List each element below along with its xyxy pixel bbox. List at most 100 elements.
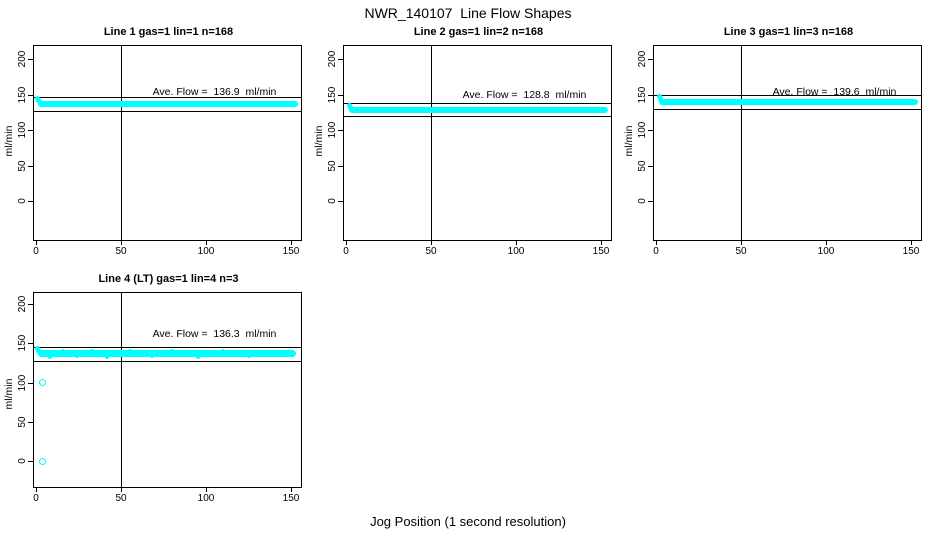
panel-title-line-3: Line 3 gas=1 lin=3 n=168 (723, 26, 854, 38)
vertical-ref-line (431, 46, 432, 240)
y-tick-mark (28, 94, 33, 96)
y-tick-mark (28, 421, 33, 423)
ave-flow-label: Ave. Flow = 136.3 ml/min (152, 327, 277, 340)
x-tick-label: 150 (592, 246, 610, 257)
y-tick-mark (28, 382, 33, 384)
x-tick-label: 100 (507, 246, 525, 257)
y-tick-mark (28, 130, 33, 131)
y-tick-label: 150 (17, 334, 28, 352)
y-tick-mark (338, 130, 343, 131)
y-tick-mark (28, 461, 33, 462)
flow-noise-point (149, 354, 154, 359)
y-tick-mark (28, 343, 33, 345)
flow-noise-point (272, 349, 276, 354)
ave-flow-label: Ave. Flow = 136.9 ml/min (152, 86, 277, 99)
flow-noise-point (90, 349, 95, 354)
y-tick-label: 200 (637, 50, 648, 68)
y-tick-label: 150 (637, 86, 648, 103)
x-tick-label: 150 (282, 493, 300, 504)
x-tick-label: 100 (197, 246, 215, 257)
ave-flow-label: Ave. Flow = 139.6 ml/min (772, 86, 897, 99)
y-tick-label: 100 (327, 121, 338, 139)
y-tick-mark (648, 165, 653, 167)
ref-line-upper (34, 346, 301, 348)
y-tick-label: 50 (327, 159, 338, 172)
flow-noise-point (195, 354, 200, 359)
y-tick-label: 200 (17, 50, 28, 68)
plot-panel-line-3: Line 3 gas=1 lin=3 n=168 Ave. Flow = 139.… (623, 26, 922, 257)
y-tick-label: 100 (17, 121, 28, 139)
y-axis-title: ml/min (313, 125, 325, 157)
x-tick-mark (206, 240, 207, 245)
flow-noise-point (246, 354, 251, 359)
flow-noise-point (127, 349, 132, 354)
x-tick-mark (121, 487, 122, 492)
x-tick-label: 100 (817, 246, 835, 257)
x-tick-label: 100 (197, 493, 215, 504)
ave-flow-label: Ave. Flow = 128.8 ml/min (462, 88, 587, 101)
x-tick-mark (911, 240, 912, 245)
x-tick-mark (431, 240, 432, 245)
flow-start-point (658, 98, 664, 104)
flow-start-point (347, 105, 353, 111)
y-tick-mark (338, 94, 343, 96)
panel-title-line-4: Line 4 (LT) gas=1 lin=4 n=3 (98, 273, 239, 285)
x-tick-mark (36, 487, 37, 492)
x-tick-mark (656, 240, 657, 245)
y-tick-mark (28, 201, 33, 202)
x-tick-mark (291, 487, 292, 492)
y-tick-label: 0 (17, 458, 28, 464)
figure-title: NWR_140107 Line Flow Shapes (364, 5, 572, 21)
x-tick-label: 0 (653, 246, 659, 257)
y-tick-mark (648, 59, 653, 60)
x-tick-label: 0 (33, 246, 39, 257)
ref-line-upper (344, 103, 611, 105)
x-tick-label: 50 (425, 246, 437, 257)
panel-title-line-2: Line 2 gas=1 lin=2 n=168 (413, 26, 544, 38)
plot-panel-line-1: Line 1 gas=1 lin=1 n=168 Ave. Flow = 136.… (3, 26, 302, 257)
flow-data-band (37, 350, 297, 358)
flow-noise-point (74, 354, 79, 359)
x-tick-mark (36, 240, 37, 245)
y-tick-label: 0 (637, 198, 648, 204)
ref-line-lower (34, 361, 301, 363)
x-tick-label: 50 (115, 246, 127, 257)
x-tick-mark (206, 487, 207, 492)
y-tick-mark (338, 201, 343, 202)
y-tick-label: 0 (17, 198, 28, 204)
x-tick-label: 0 (343, 246, 349, 257)
flow-start-point (37, 99, 43, 105)
y-axis-title: ml/min (3, 378, 15, 410)
y-tick-mark (338, 59, 343, 60)
flow-data-band (659, 98, 918, 105)
y-tick-label: 100 (17, 374, 28, 391)
x-tick-label: 50 (115, 493, 127, 504)
x-tick-label: 150 (902, 246, 920, 257)
flow-noise-point (47, 354, 52, 359)
y-tick-label: 50 (17, 416, 28, 428)
x-tick-label: 150 (282, 246, 300, 257)
y-tick-mark (28, 165, 33, 167)
flow-data-band (349, 107, 608, 114)
y-tick-mark (648, 130, 653, 131)
y-tick-label: 150 (17, 86, 28, 103)
plot-panel-line-4: Line 4 (LT) gas=1 lin=4 n=3 Ave. Flow = 1… (3, 273, 302, 504)
ref-line-upper (654, 94, 921, 96)
x-tick-mark (291, 240, 292, 245)
flow-outlier-point (39, 457, 47, 465)
flow-noise-point (105, 354, 110, 359)
y-tick-mark (338, 165, 343, 167)
x-axis-label: Jog Position (1 second resolution) (370, 514, 566, 529)
x-tick-label: 0 (33, 493, 39, 504)
y-tick-mark (28, 59, 33, 60)
y-tick-label: 200 (327, 50, 338, 68)
x-tick-mark (346, 240, 347, 245)
y-tick-label: 50 (637, 159, 648, 172)
x-tick-mark (601, 240, 602, 245)
vertical-ref-line (121, 46, 122, 240)
x-tick-mark (516, 240, 517, 245)
flow-data-band (37, 100, 298, 107)
ref-line-lower (34, 110, 301, 112)
ref-line-lower (344, 115, 611, 117)
